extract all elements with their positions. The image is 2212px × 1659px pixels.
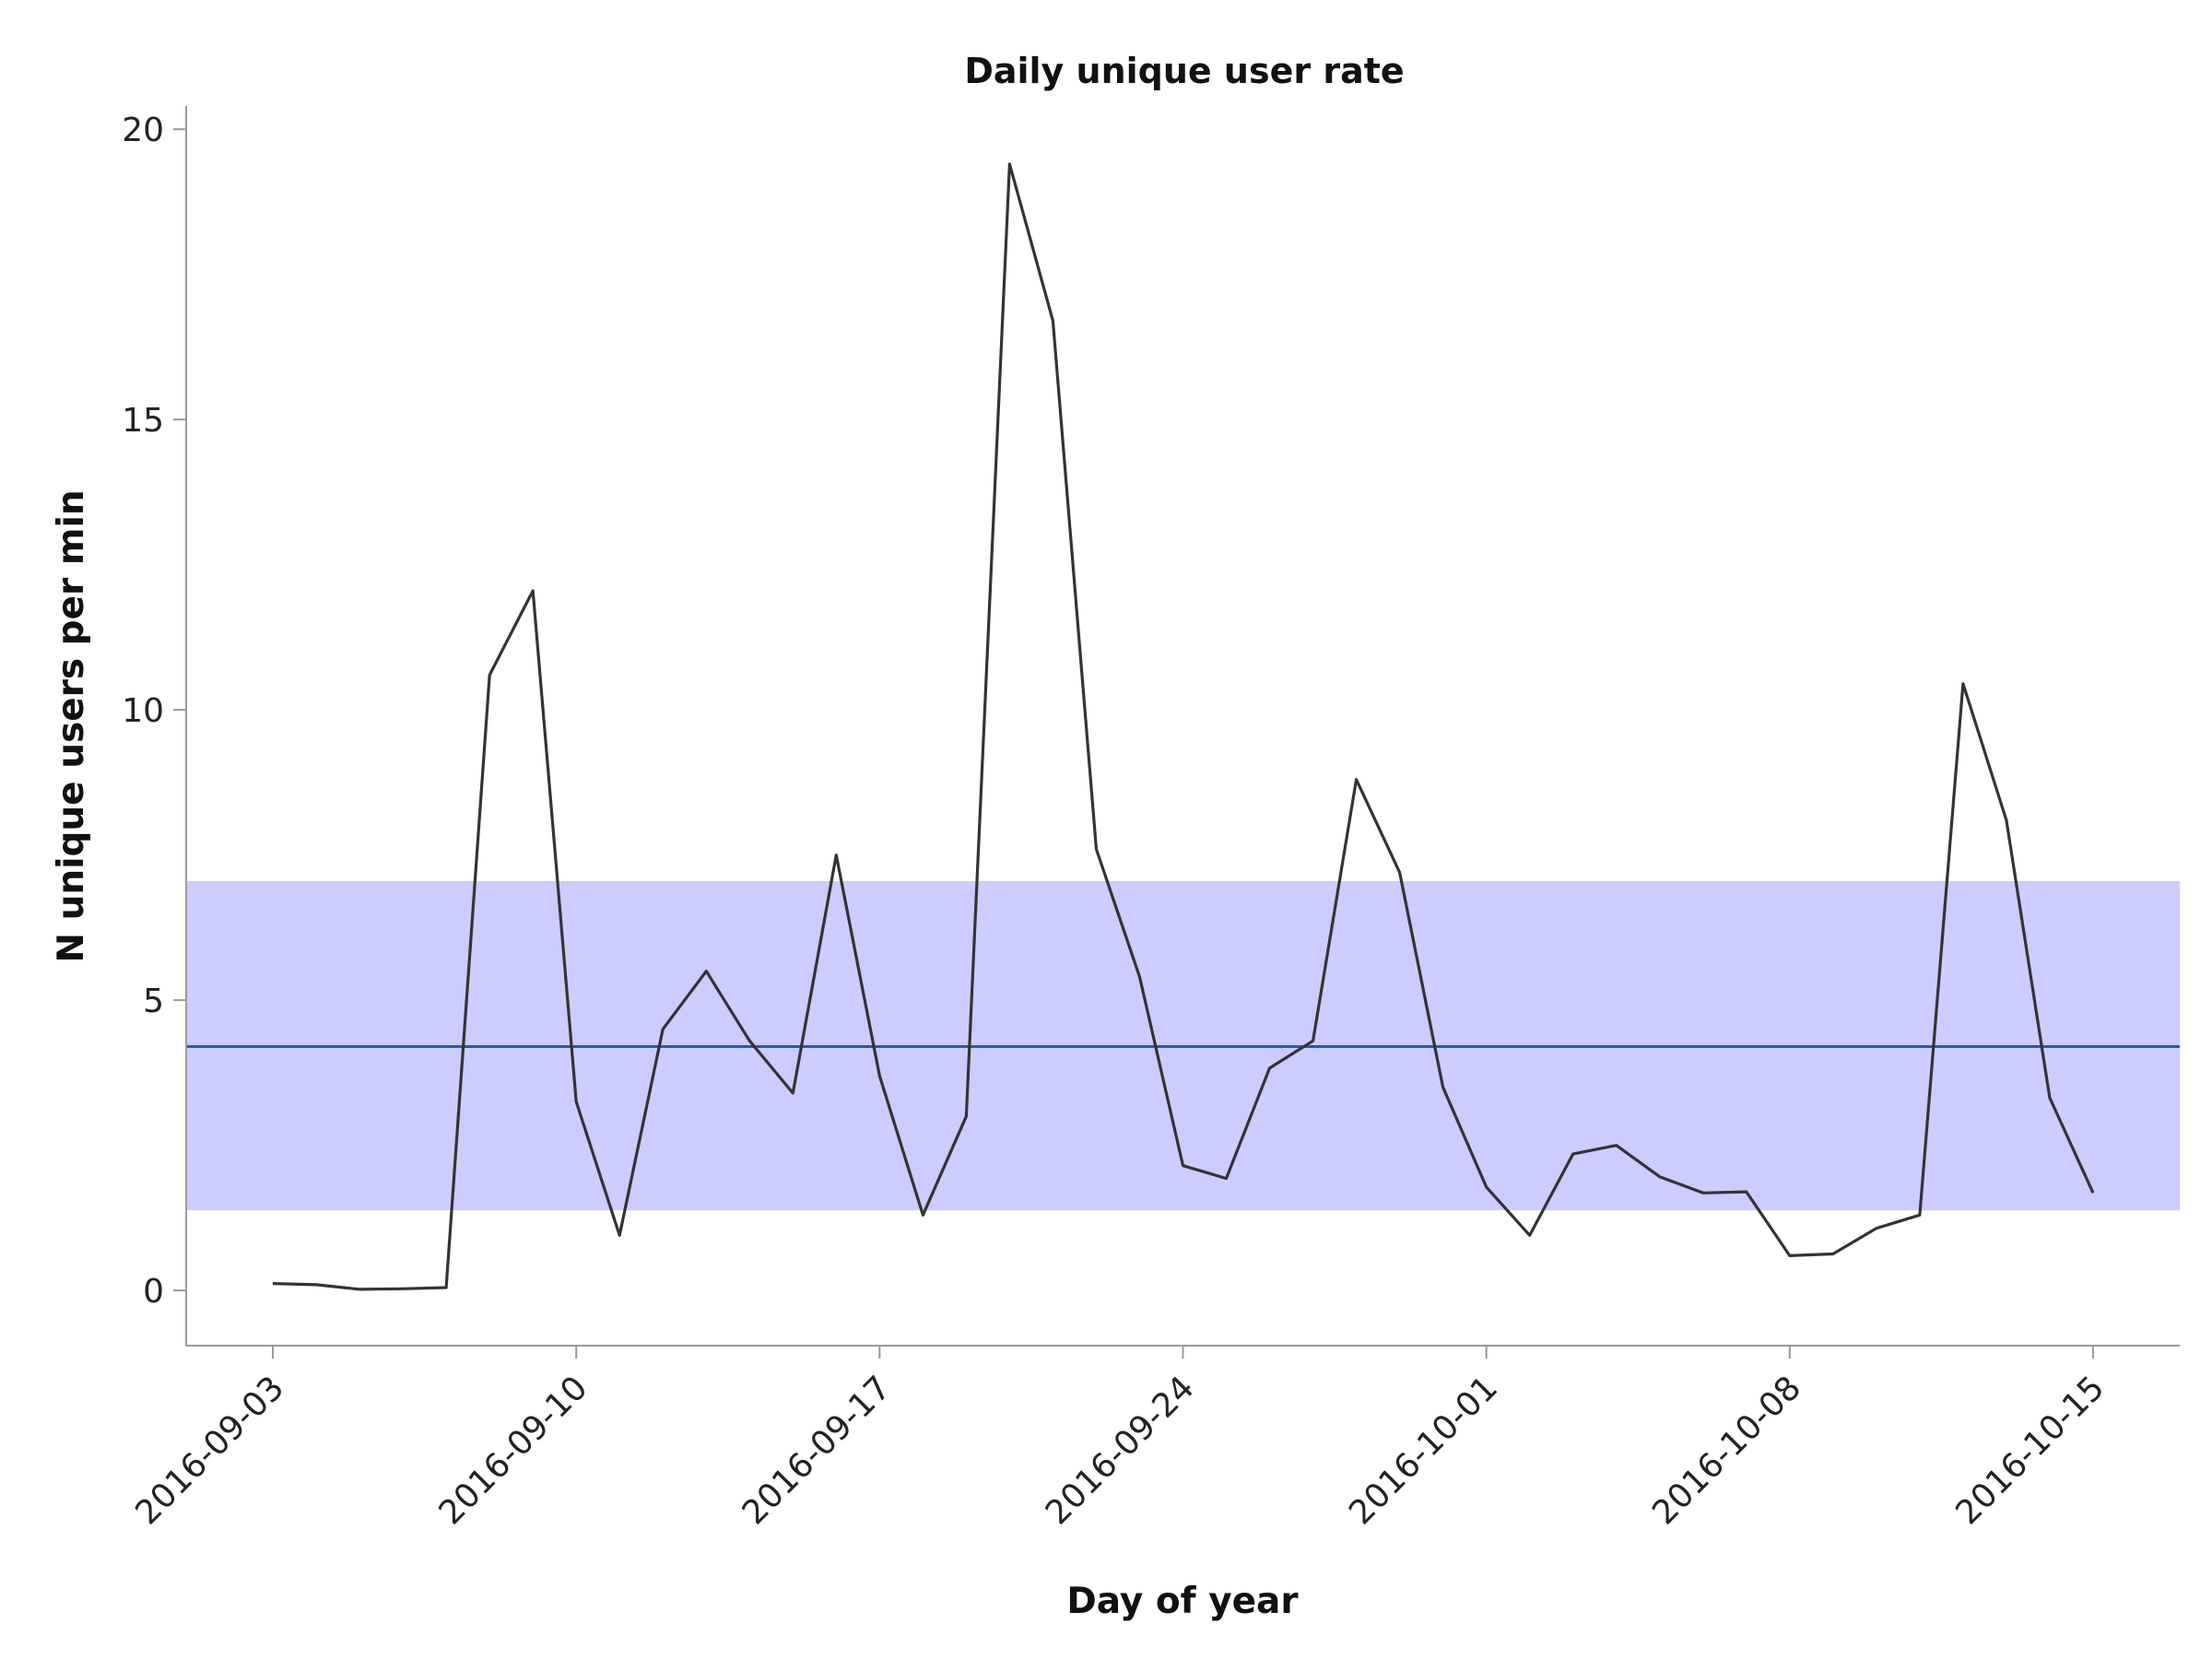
x-tick-label: 2016-10-15 xyxy=(1948,1369,2112,1532)
x-tick-label: 2016-10-08 xyxy=(1645,1369,1808,1532)
y-tick-label: 0 xyxy=(143,1273,164,1311)
series-line xyxy=(272,162,2095,1291)
x-tick-label: 2016-10-01 xyxy=(1342,1369,1505,1532)
plot-area xyxy=(186,162,2180,1291)
chart-title: Daily unique user rate xyxy=(964,51,1404,91)
x-tick-label: 2016-09-17 xyxy=(735,1369,899,1532)
x-tick-label: 2016-09-03 xyxy=(128,1369,291,1532)
y-tick-label: 10 xyxy=(122,692,164,730)
y-axis-ticks: 0 5 10 15 20 xyxy=(122,112,186,1311)
x-tick-label: 2016-09-24 xyxy=(1039,1369,1202,1532)
y-axis-label: N unique users per min xyxy=(51,489,92,962)
x-axis-ticks: 2016-09-03 2016-09-10 2016-09-17 2016-09-24… xyxy=(128,1346,2112,1532)
y-tick-label: 15 xyxy=(122,402,164,440)
x-tick-label: 2016-09-10 xyxy=(432,1369,595,1532)
y-tick-label: 5 xyxy=(143,982,164,1020)
y-tick-label: 20 xyxy=(122,112,164,149)
x-axis-label: Day of year xyxy=(1066,1581,1299,1622)
